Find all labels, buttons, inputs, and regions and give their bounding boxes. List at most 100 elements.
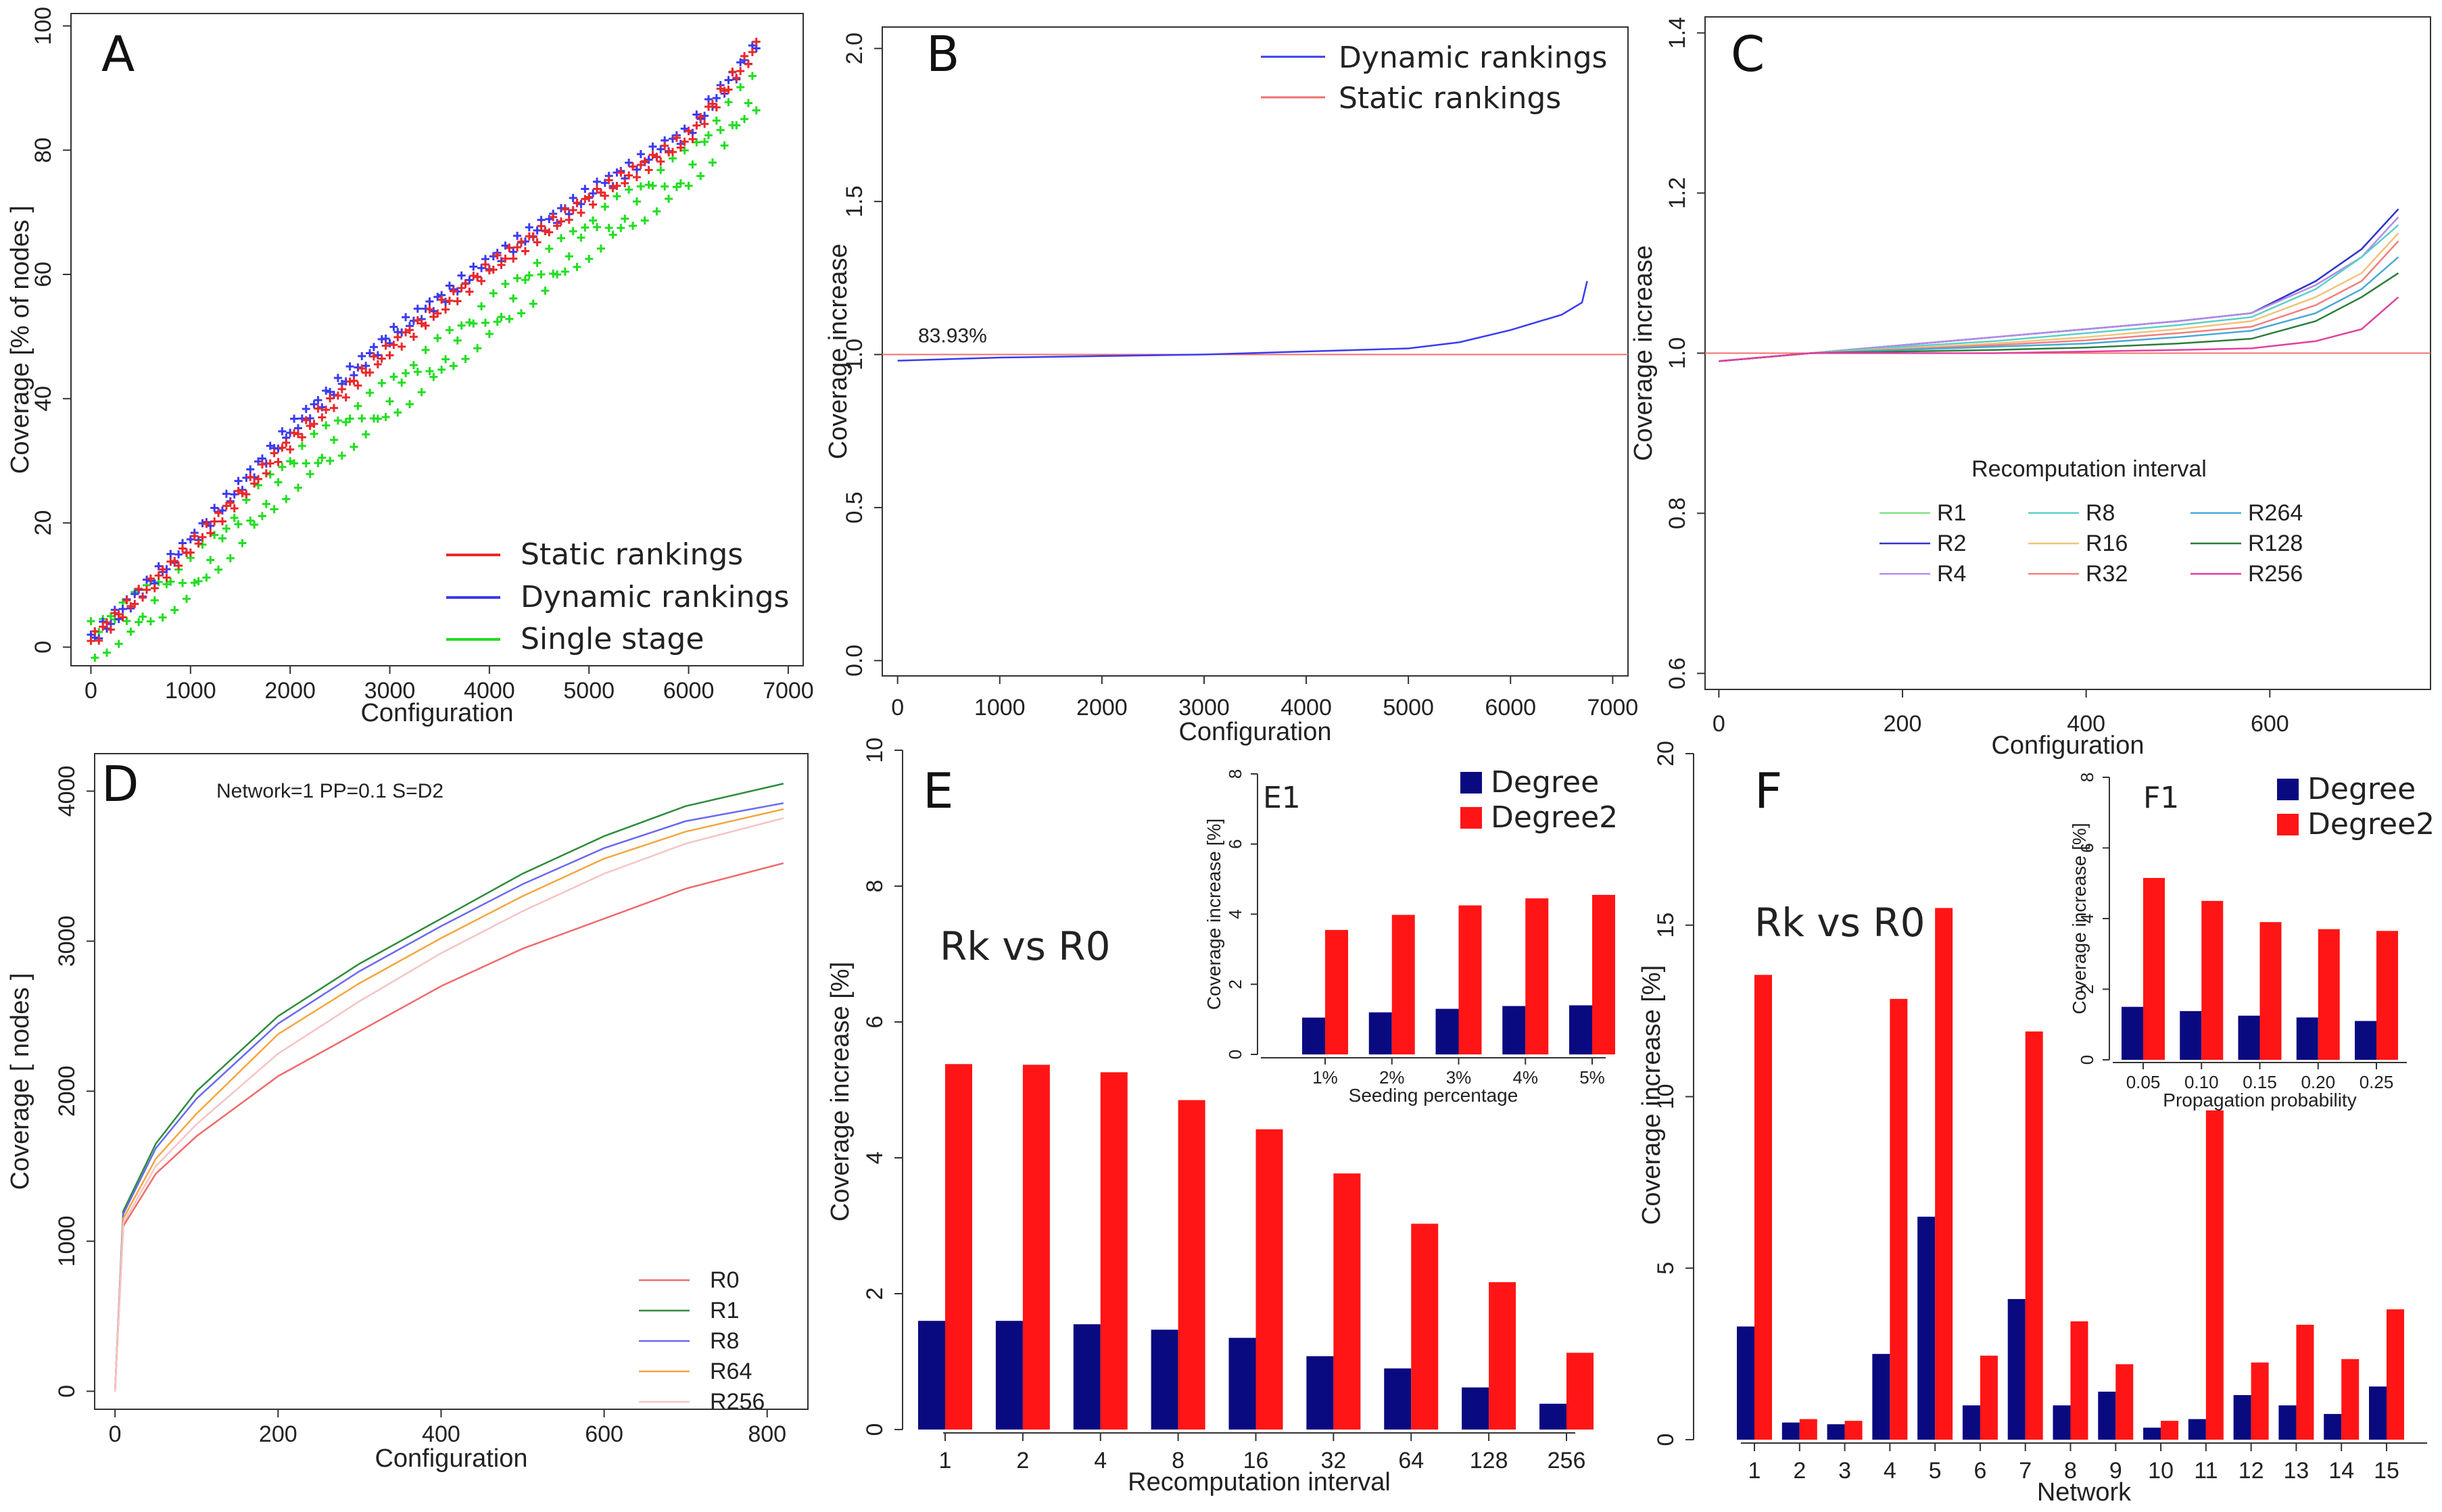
panel-a-legend-label: Dynamic rankings (521, 580, 789, 614)
panel-c-xtick-label: 200 (1884, 711, 1922, 737)
panel-c-ylabel: Coverage increase (1629, 245, 1658, 461)
panel-c-legend-label: R32 (2086, 561, 2128, 587)
panel-c-line-r256 (1719, 296, 2399, 362)
panel-a-point-single-stage (293, 483, 302, 492)
panel-f-ytick-label: 20 (1653, 741, 1679, 766)
panel-a-point-static-rankings (545, 228, 554, 237)
panel-a-point-static-rankings (139, 593, 147, 602)
panel-a-point-single-stage (354, 401, 362, 410)
panel-a-point-single-stage (592, 222, 601, 231)
panel-a-point-single-stage (425, 367, 434, 376)
panel-a-point-static-rankings (441, 305, 450, 314)
panel-a-point-static-rankings (329, 404, 338, 412)
panel-f-legend-swatch (2277, 779, 2299, 800)
panel-a-point-static-rankings (135, 585, 143, 593)
panel-f-bar-degree2 (2115, 1364, 2134, 1440)
panel-e-bar-degree (1384, 1368, 1412, 1430)
panel-a-point-single-stage (194, 577, 203, 585)
panel-d-ytick-label: 3000 (54, 916, 80, 967)
panel-a-point-dynamic-rankings (234, 477, 243, 485)
inset-e-xtick-label: 2% (1379, 1067, 1405, 1088)
panel-a-point-single-stage (613, 192, 621, 201)
panel-b-ytick-label: 1.5 (842, 185, 867, 217)
inset-e-bar-degree (1502, 1006, 1526, 1054)
panel-a-point-static-rankings (469, 272, 478, 281)
panel-a-point-dynamic-rankings (704, 95, 713, 103)
panel-a-point-static-rankings (461, 279, 470, 288)
panel-a-point-single-stage (405, 400, 414, 409)
panel-a-point-single-stage (600, 202, 609, 211)
panel-a-point-dynamic-rankings (222, 489, 231, 498)
panel-a-point-dynamic-rankings (166, 550, 175, 558)
panel-a-point-single-stage (553, 270, 562, 279)
panel-f-xtick-label: 7 (2019, 1458, 2032, 1484)
panel-a-letter: A (101, 26, 135, 82)
panel-a-point-static-rankings (218, 517, 226, 526)
panel-a-point-static-rankings (481, 260, 489, 269)
panel-f-xtick-label: 10 (2148, 1458, 2174, 1484)
panel-d-legend-label: R64 (710, 1359, 752, 1384)
panel-f-bar-degree (2278, 1405, 2297, 1440)
panel-a-point-static-rankings (640, 157, 649, 166)
panel-a-point-static-rankings (91, 627, 99, 636)
panel-a-point-single-stage (589, 216, 598, 225)
panel-a-ytick-label: 80 (30, 137, 56, 163)
panel-a-point-single-stage (565, 252, 573, 261)
panel-a-point-static-rankings (186, 548, 195, 557)
panel-a-point-static-rankings (99, 623, 107, 631)
panel-a-point-static-rankings (696, 113, 705, 122)
panel-a-point-static-rankings (373, 360, 382, 369)
panel-a-point-single-stage (310, 429, 318, 438)
panel-f-bar-degree2 (2205, 1110, 2224, 1440)
panel-a-point-single-stage (560, 267, 569, 276)
panel-a-point-static-rankings (297, 433, 306, 441)
panel-e-letter: E (923, 762, 954, 819)
panel-a-point-dynamic-rankings (246, 465, 255, 474)
panel-f-xtick-label: 15 (2374, 1458, 2399, 1484)
panel-a-point-single-stage (114, 639, 123, 648)
panel-a-point-dynamic-rankings (314, 395, 322, 404)
panel-a-point-single-stage (314, 458, 322, 467)
panel-a-xtick-label: 4000 (464, 678, 515, 704)
panel-b: 0 1000 2000 3000 4000 5000 6000 7000 0.0 0.5 1.0 1.… (824, 26, 1638, 746)
panel-a-point-static-rankings (142, 585, 151, 594)
panel-a-point-single-stage (274, 478, 283, 487)
panel-a-point-static-rankings (549, 213, 558, 222)
panel-a-point-static-rankings (613, 181, 621, 190)
panel-a-point-dynamic-rankings (469, 262, 478, 271)
panel-a-point-static-rankings (398, 342, 406, 351)
panel-b-ytick-label: 2.0 (842, 32, 867, 64)
panel-a-point-dynamic-rankings (513, 231, 522, 240)
inset-e-ylabel: Coverage increase [%] (1203, 819, 1224, 1010)
panel-f-xtick-label: 14 (2328, 1458, 2354, 1484)
panel-a-point-single-stage (537, 270, 546, 278)
panel-a-point-single-stage (652, 207, 661, 216)
panel-f-bar-degree2 (1935, 908, 1953, 1440)
panel-a-point-single-stage (326, 456, 335, 465)
panel-a-point-single-stage (556, 234, 565, 243)
panel-b-ylabel: Coverage increase (824, 244, 853, 460)
panel-f-bar-degree (2143, 1428, 2161, 1440)
panel-a-point-single-stage (393, 408, 402, 417)
panel-a-point-static-rankings (556, 217, 565, 226)
panel-a-point-static-rankings (122, 596, 131, 605)
panel-d-letter: D (101, 756, 139, 812)
panel-a-point-static-rankings (421, 321, 430, 330)
inset-e-ytick-label: 2 (1225, 979, 1245, 989)
panel-a-frame (70, 13, 804, 666)
panel-a-point-static-rankings (310, 420, 318, 429)
inset-f-xtick-label: 0.05 (2126, 1072, 2161, 1092)
panel-e-legend-swatch (1460, 807, 1482, 829)
panel-a-point-static-rankings (405, 326, 414, 335)
panel-a-point-static-rankings (262, 469, 270, 478)
panel-a-point-dynamic-rankings (302, 405, 310, 414)
panel-f-bar-degree2 (1980, 1355, 1998, 1440)
panel-f-bar-degree (1781, 1422, 1800, 1440)
panel-a-point-dynamic-rankings (577, 199, 585, 208)
panel-a-point-static-rankings (170, 557, 179, 566)
panel-a-point-single-stage (398, 379, 406, 387)
panel-a-point-single-stage (608, 230, 617, 239)
panel-f-xtick-label: 4 (1884, 1458, 1896, 1484)
panel-a-point-single-stage (473, 344, 482, 353)
panel-f-bar-degree (2233, 1395, 2251, 1440)
